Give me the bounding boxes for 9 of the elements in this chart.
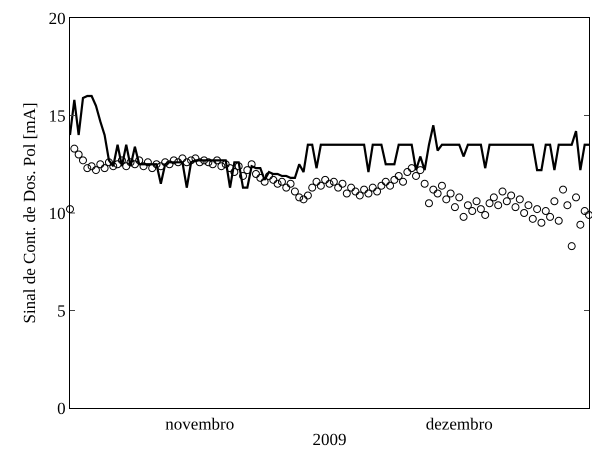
y-tick-label: 0 — [57, 398, 66, 418]
y-tick-label: 5 — [57, 301, 66, 320]
x-tick-label: novembro — [165, 414, 234, 434]
y-tick-label: 15 — [48, 106, 66, 126]
x-tick-label: dezembro — [426, 414, 493, 434]
x-axis-title: 2009 — [312, 430, 346, 449]
y-tick-label: 20 — [48, 8, 66, 28]
y-tick-label: 10 — [48, 204, 66, 223]
y-axis-title: Sinal de Cont. de Dos. Pol [mA] — [20, 102, 40, 324]
